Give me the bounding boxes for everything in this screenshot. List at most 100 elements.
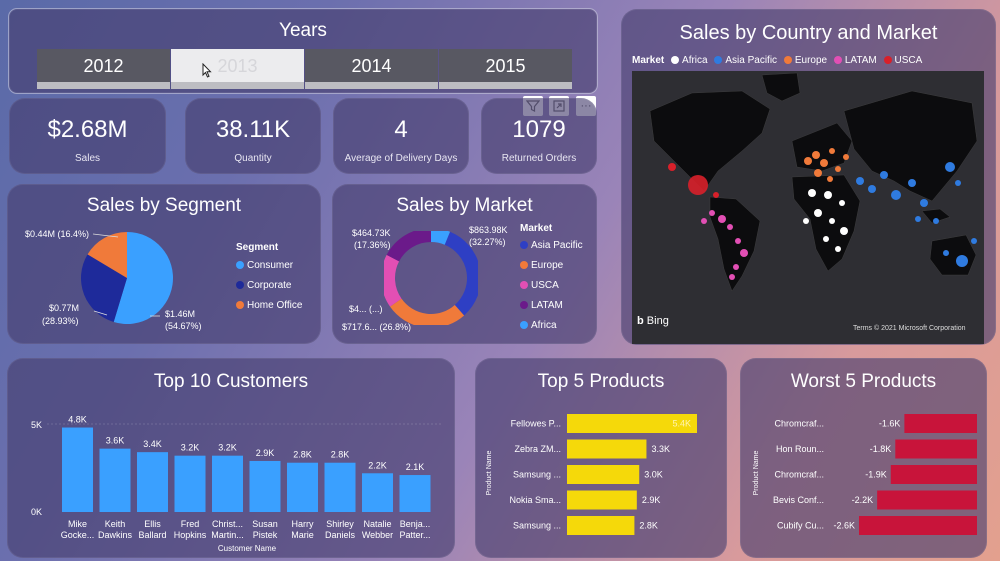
- year-option-2015[interactable]: 2015: [439, 49, 572, 89]
- customer-name-label: Ballard: [138, 530, 166, 540]
- market-label-asia-pct: (32.27%): [469, 237, 506, 247]
- market-segment-europe[interactable]: [390, 298, 465, 325]
- map-legend-europe[interactable]: Europe: [780, 55, 827, 66]
- bar-value-label: 2.9K: [642, 495, 661, 505]
- bar-value-label: 5.4K: [672, 419, 691, 429]
- kpi-sales-label: Sales: [74, 153, 100, 164]
- year-option-2013[interactable]: 2013: [171, 49, 304, 89]
- map-legend-latam[interactable]: LATAM: [830, 55, 877, 66]
- market-title: Sales by Market: [396, 195, 533, 216]
- bar-value-label: -1.9K: [865, 470, 887, 480]
- worst-products-bar-chart: Product Name Chromcraf... -1.6K Hon Roun...…: [753, 414, 977, 535]
- customer-name-label: Gocke...: [61, 530, 95, 540]
- market-legend-usca[interactable]: USCA: [520, 280, 559, 291]
- customer-bar[interactable]: [174, 455, 206, 512]
- customer-name-label: Hopkins: [174, 530, 207, 540]
- customer-name-label: Fred: [181, 519, 200, 529]
- customer-name-label: Mike: [68, 519, 87, 529]
- product-name-label: Nokia Sma...: [509, 495, 561, 505]
- bar-value-label: -1.6K: [879, 419, 901, 429]
- customer-bar[interactable]: [62, 427, 93, 512]
- product-name-label: Chromcraf...: [774, 470, 824, 480]
- kpi-delivery-card: 4 Average of Delivery Days: [333, 98, 469, 174]
- market-segment-latam[interactable]: [386, 231, 432, 262]
- sales-by-country-map-panel: Sales by Country and Market Market Afric…: [621, 9, 996, 345]
- customer-bar[interactable]: [399, 475, 431, 512]
- segment-leader-lines: [92, 233, 160, 317]
- segment-label-home-office: $0.44M (16.4%): [25, 229, 90, 239]
- product-bar[interactable]: [877, 490, 977, 510]
- customer-name-label: Harry: [292, 519, 314, 529]
- customer-name-label: Natalie: [363, 519, 391, 529]
- bar-value-label: 3.0K: [644, 470, 663, 480]
- bar-value-label: 3.2K: [181, 443, 200, 453]
- market-legend-africa[interactable]: Africa: [520, 320, 557, 331]
- customer-bar[interactable]: [99, 448, 131, 512]
- segment-label-consumer-pct: (54.67%): [165, 321, 202, 331]
- bar-value-label: -1.8K: [870, 444, 892, 454]
- map-legend-usca[interactable]: USCA: [880, 55, 922, 66]
- segment-legend-consumer[interactable]: Consumer: [236, 260, 293, 271]
- customer-name-label: Susan: [252, 519, 278, 529]
- bar-value-label: 2.9K: [256, 448, 275, 458]
- bar-value-label: 2.8K: [639, 521, 658, 531]
- market-segment-asia-pacific[interactable]: [444, 231, 478, 316]
- customer-bar[interactable]: [287, 462, 318, 512]
- kpi-delivery-value: 4: [394, 116, 408, 143]
- year-option-2014[interactable]: 2014: [305, 49, 438, 89]
- product-name-label: Cubify Cu...: [777, 521, 824, 531]
- customer-bar[interactable]: [212, 455, 243, 512]
- top-customers-title: Top 10 Customers: [153, 371, 309, 392]
- segment-label-corporate-value: $0.77M: [49, 303, 80, 313]
- segment-label-corporate-pct: (28.93%): [42, 316, 79, 326]
- year-option-2012[interactable]: 2012: [37, 49, 170, 89]
- customer-bar[interactable]: [324, 462, 356, 512]
- market-segment-africa[interactable]: [430, 231, 451, 245]
- product-bar[interactable]: [567, 414, 697, 433]
- customer-name-label: Daniels: [325, 530, 356, 540]
- map-title: Sales by Country and Market: [679, 22, 938, 44]
- customer-bar[interactable]: [362, 473, 393, 512]
- product-name-label: Samsung ...: [513, 470, 561, 480]
- product-bar[interactable]: [567, 490, 637, 510]
- segment-legend-home-office[interactable]: Home Office: [236, 300, 302, 311]
- customer-bar[interactable]: [137, 452, 168, 512]
- bar-value-label: 3.3K: [651, 444, 670, 454]
- bar-value-label: 3.2K: [218, 443, 237, 453]
- product-name-label: Zebra ZM...: [514, 444, 561, 454]
- product-bar[interactable]: [890, 465, 977, 484]
- segment-legend-corporate[interactable]: Corporate: [236, 280, 291, 291]
- customer-bar[interactable]: [249, 460, 281, 512]
- segment-slice-home-office[interactable]: [87, 232, 127, 278]
- map-market-bubbles: [668, 148, 977, 280]
- market-label-latam-value: $464.73K: [352, 228, 391, 238]
- product-bar[interactable]: [904, 414, 977, 433]
- bar-value-label: 2.1K: [406, 462, 425, 472]
- segment-title: Sales by Segment: [86, 195, 242, 216]
- product-bar[interactable]: [567, 465, 640, 484]
- segment-label-consumer-value: $1.46M: [165, 309, 196, 319]
- customer-name-label: Webber: [362, 530, 393, 540]
- bing-icon: b: [637, 315, 644, 327]
- market-legend-europe[interactable]: Europe: [520, 260, 563, 271]
- market-donut-chart: [384, 231, 478, 325]
- product-bar[interactable]: [567, 439, 647, 459]
- map-legend-africa[interactable]: Africa: [667, 55, 708, 66]
- product-bar[interactable]: [895, 439, 977, 459]
- product-bar[interactable]: [567, 516, 635, 535]
- market-legend-latam[interactable]: LATAM: [520, 300, 563, 311]
- market-legend-asia-pacific[interactable]: Asia Pacific: [520, 240, 583, 251]
- segment-slice-corporate[interactable]: [80, 254, 127, 323]
- y-tick-label: 5K: [31, 420, 42, 430]
- sales-by-segment-panel: Sales by Segment $0.44M (16.4%) $0.77M (…: [7, 184, 321, 344]
- market-segment-usca[interactable]: [384, 254, 402, 307]
- segment-slice-consumer[interactable]: [113, 232, 173, 324]
- map-attribution[interactable]: Terms © 2021 Microsoft Corporation: [853, 325, 966, 332]
- map-legend-asia-pacific[interactable]: Asia Pacific: [710, 55, 777, 66]
- customer-name-label: Keith: [105, 519, 126, 529]
- product-bar[interactable]: [859, 516, 977, 535]
- top-5-products-panel: Top 5 Products Product Name Fellowes P...…: [475, 358, 727, 558]
- world-map[interactable]: [632, 71, 984, 344]
- customer-name-label: Dawkins: [98, 530, 133, 540]
